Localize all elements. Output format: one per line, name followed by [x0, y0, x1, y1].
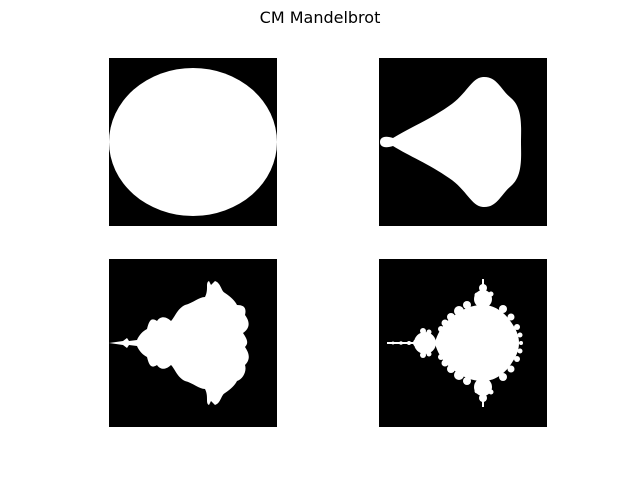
figure-title: CM Mandelbrot — [259, 8, 381, 27]
panel-iteration-4 — [379, 259, 547, 427]
rough-fractal-shape — [109, 259, 277, 427]
panel-iteration-2 — [379, 58, 547, 226]
circle-shape — [109, 58, 277, 226]
mandelbrot-set — [379, 259, 547, 427]
teardrop-shape — [379, 58, 547, 226]
panel-iteration-1 — [109, 58, 277, 226]
panel-iteration-3 — [109, 259, 277, 427]
